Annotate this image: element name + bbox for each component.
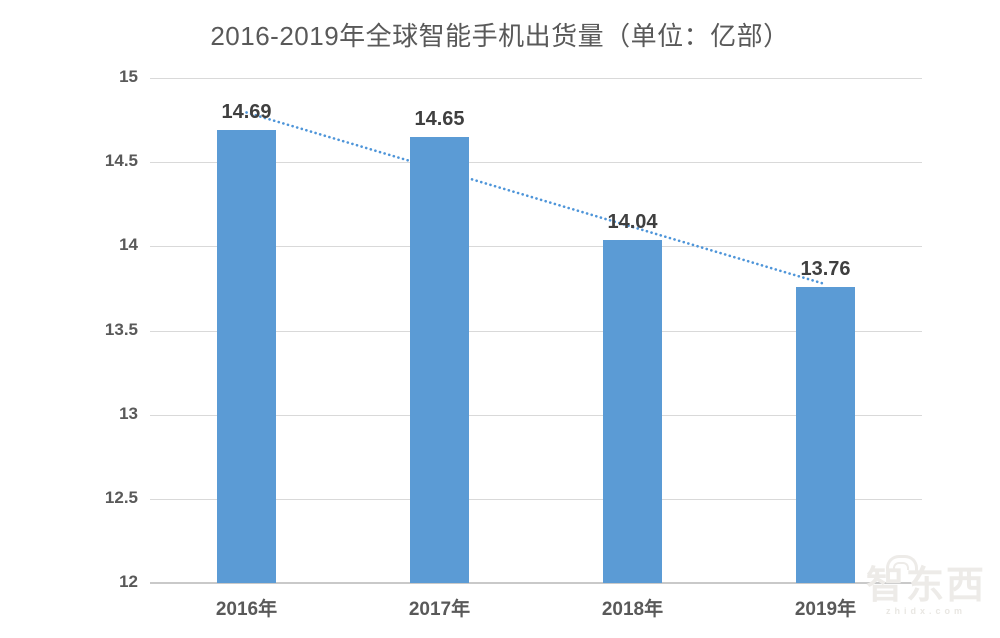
bar-value-label: 14.04 bbox=[607, 210, 658, 233]
y-axis-tick-label: 12 bbox=[119, 572, 138, 591]
y-axis: 12 12.5 13 13.5 14 14.5 15 bbox=[0, 0, 138, 638]
x-axis-label-2018年: 2018年 bbox=[601, 599, 664, 620]
chart-title: 2016-2019年全球智能手机出货量（单位：亿部） bbox=[210, 21, 790, 51]
plot-area: 14.69 14.65 14.04 13.76 bbox=[150, 78, 922, 584]
gridline bbox=[150, 246, 922, 248]
bar-value-label: 14.69 bbox=[221, 101, 272, 124]
x-axis-label-2017年: 2017年 bbox=[408, 599, 471, 620]
gridline bbox=[150, 78, 922, 79]
x-axis-label-2016年: 2016年 bbox=[215, 599, 278, 620]
y-axis-tick-label: 14 bbox=[119, 235, 138, 255]
y-axis-tick-label: 13.5 bbox=[104, 319, 138, 339]
gridline bbox=[150, 330, 922, 332]
x-axis-line bbox=[150, 582, 922, 584]
y-axis-tick-label: 13 bbox=[119, 403, 138, 423]
trendline bbox=[245, 111, 827, 286]
bar-2018年 bbox=[603, 239, 662, 583]
bar-2016年 bbox=[217, 130, 276, 583]
gridline bbox=[150, 498, 922, 500]
bar-value-label: 14.65 bbox=[414, 107, 465, 130]
gridline bbox=[150, 414, 922, 416]
x-axis-label-2019年: 2019年 bbox=[794, 599, 857, 620]
bar-2017年 bbox=[410, 136, 469, 583]
gridline bbox=[150, 162, 922, 164]
y-axis-tick-label: 15 bbox=[119, 67, 138, 86]
y-axis-tick-label: 12.5 bbox=[104, 487, 138, 507]
y-axis-tick-label: 14.5 bbox=[104, 151, 138, 171]
bar-value-label: 13.76 bbox=[800, 257, 851, 280]
bar-2019年 bbox=[796, 286, 855, 583]
